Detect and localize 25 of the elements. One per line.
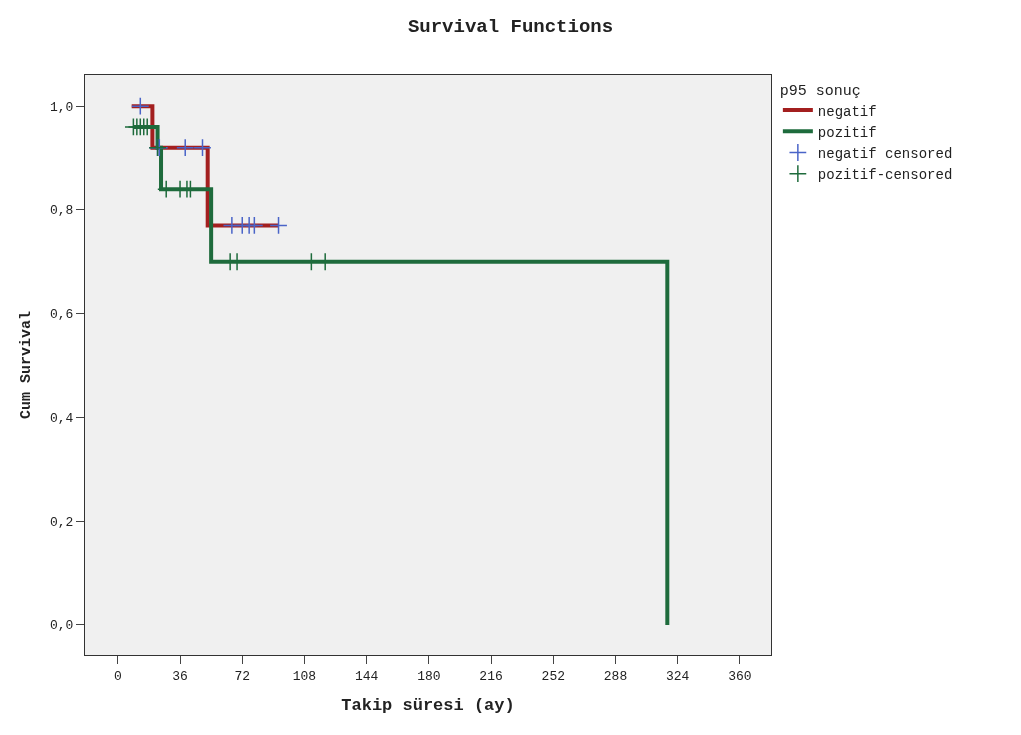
legend-label: negatif — [817, 103, 877, 120]
x-tick-label: 108 — [292, 668, 317, 684]
x-tick-label: 252 — [541, 668, 565, 684]
x-tick-label: 324 — [665, 668, 690, 684]
x-tick-label: 36 — [172, 668, 188, 684]
chart-title: Survival Functions — [407, 15, 614, 38]
x-tick-label: 360 — [728, 668, 752, 684]
y-tick-label: 1,0 — [49, 99, 74, 115]
x-tick-label: 0 — [113, 668, 122, 684]
y-tick-label: 0,2 — [49, 514, 74, 530]
legend-label: pozitif-censored — [817, 167, 953, 184]
legend-label: negatif censored — [817, 145, 953, 162]
y-tick-label: 0,6 — [49, 307, 74, 323]
y-axis-title: Cum Survival — [18, 310, 36, 420]
legend-label: pozitif — [817, 124, 877, 141]
x-tick-label: 144 — [354, 668, 379, 684]
x-tick-label: 288 — [603, 668, 628, 684]
y-tick-label: 0,4 — [49, 410, 74, 426]
y-tick-label: 0,8 — [49, 203, 74, 219]
y-tick-label: 0,0 — [49, 618, 74, 634]
legend-title: p95 sonuç — [779, 82, 861, 100]
x-tick-label: 72 — [234, 668, 251, 684]
x-tick-label: 180 — [417, 668, 441, 684]
x-axis-title: Takip süresi (ay) — [341, 696, 515, 715]
x-tick-label: 216 — [479, 668, 503, 684]
